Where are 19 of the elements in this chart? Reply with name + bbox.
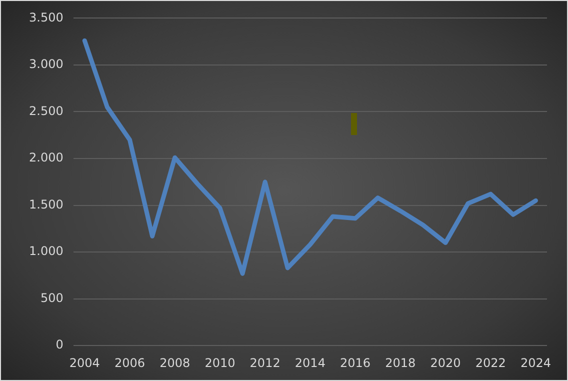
y-tick-label: 3.500 (28, 10, 64, 24)
y-tick-label: 2.000 (28, 150, 64, 165)
x-tick-label: 2020 (430, 356, 461, 370)
y-tick-label: 3.000 (28, 57, 64, 72)
y-tick-label: 1.500 (28, 197, 64, 212)
x-tick-label: 2010 (204, 356, 236, 370)
x-tick-label: 2006 (114, 356, 146, 370)
x-tick-label: 2022 (475, 356, 506, 370)
y-tick-label: 500 (40, 290, 64, 305)
x-tick-label: 2014 (294, 356, 326, 370)
y-tick-label: 2.500 (28, 104, 64, 118)
x-tick-label: 2012 (250, 356, 280, 370)
x-tick-label: 2016 (340, 356, 371, 370)
y-tick-label: 0 (56, 338, 64, 352)
x-tick-label: 2024 (520, 356, 551, 370)
x-tick-label: 2004 (69, 356, 100, 370)
x-tick-label: 2018 (385, 356, 416, 370)
x-tick-label: 2008 (160, 356, 190, 370)
y-tick-label: 1.000 (28, 244, 64, 258)
